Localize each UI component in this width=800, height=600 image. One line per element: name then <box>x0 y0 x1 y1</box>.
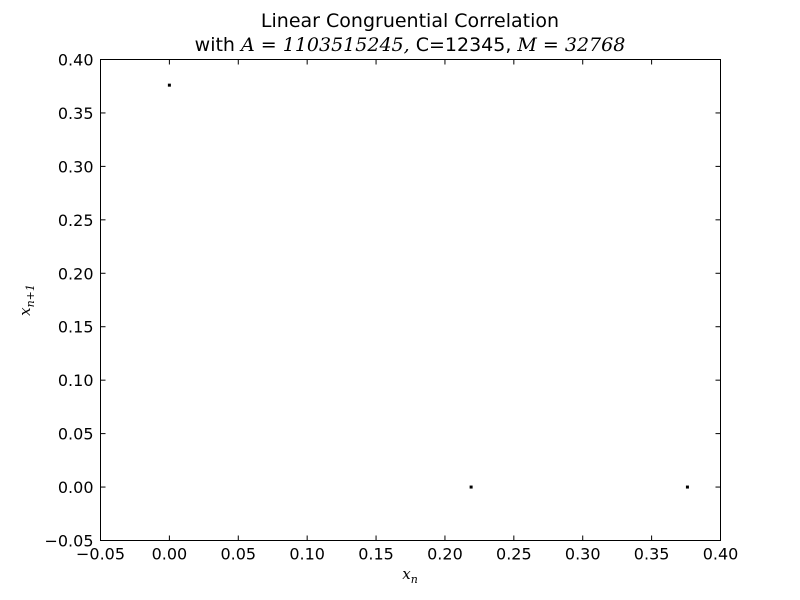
scatter-point <box>685 485 689 489</box>
y-axis-label: xn+1 <box>16 284 37 316</box>
chart-subtitle: with A = 1103515245, C=12345, M = 32768 <box>195 34 626 56</box>
y-tick-label: 0.20 <box>58 264 94 283</box>
scatter-point <box>167 83 171 87</box>
x-tick-label: 0.15 <box>358 545 394 564</box>
x-tick-label: 0.20 <box>427 545 463 564</box>
subtitle-c-expression: C=12345, <box>410 34 512 56</box>
y-tick-label: 0.00 <box>58 478 94 497</box>
subtitle-m-expression: M = 32768 <box>511 34 625 56</box>
chart-title: Linear Congruential Correlation <box>261 10 559 32</box>
subtitle-prefix: with <box>195 34 241 56</box>
y-tick-label: 0.15 <box>58 318 94 337</box>
y-tick-label: 0.40 <box>58 51 94 70</box>
scatter-point <box>469 485 473 489</box>
plot-area <box>100 59 721 541</box>
y-tick-label: 0.05 <box>58 425 94 444</box>
x-tick-label: 0.10 <box>289 545 325 564</box>
x-tick-labels: −0.05 0.00 0.05 0.10 0.15 0.20 0.25 0.30 0.35 0.4… <box>76 545 738 564</box>
x-axis-label: xn <box>402 565 418 586</box>
x-tick-label: 0.35 <box>634 545 670 564</box>
x-tick-label: −0.05 <box>76 545 125 564</box>
x-axis-label-subscript: n <box>411 573 418 586</box>
y-tick-label: 0.25 <box>58 211 94 230</box>
y-tick-label: 0.30 <box>58 157 94 176</box>
y-tick-label: 0.10 <box>58 371 94 390</box>
y-tick-label: 0.35 <box>58 104 94 123</box>
x-tick-label: 0.25 <box>496 545 532 564</box>
y-tick-label: −0.05 <box>44 532 93 551</box>
axis-ticks <box>100 59 721 541</box>
data-points <box>167 83 689 489</box>
y-tick-labels: −0.05 0.00 0.05 0.10 0.15 0.20 0.25 0.30 0.35 0.4… <box>44 51 93 551</box>
x-axis-label-base: x <box>402 565 411 583</box>
x-tick-label: 0.00 <box>152 545 188 564</box>
y-axis-label-base: x <box>16 307 34 316</box>
y-axis-label-subscript: n+1 <box>24 284 37 307</box>
subtitle-a-expression: A = 1103515245, <box>239 34 410 56</box>
x-tick-label: 0.40 <box>703 545 739 564</box>
x-tick-label: 0.05 <box>220 545 256 564</box>
x-tick-label: 0.30 <box>565 545 601 564</box>
